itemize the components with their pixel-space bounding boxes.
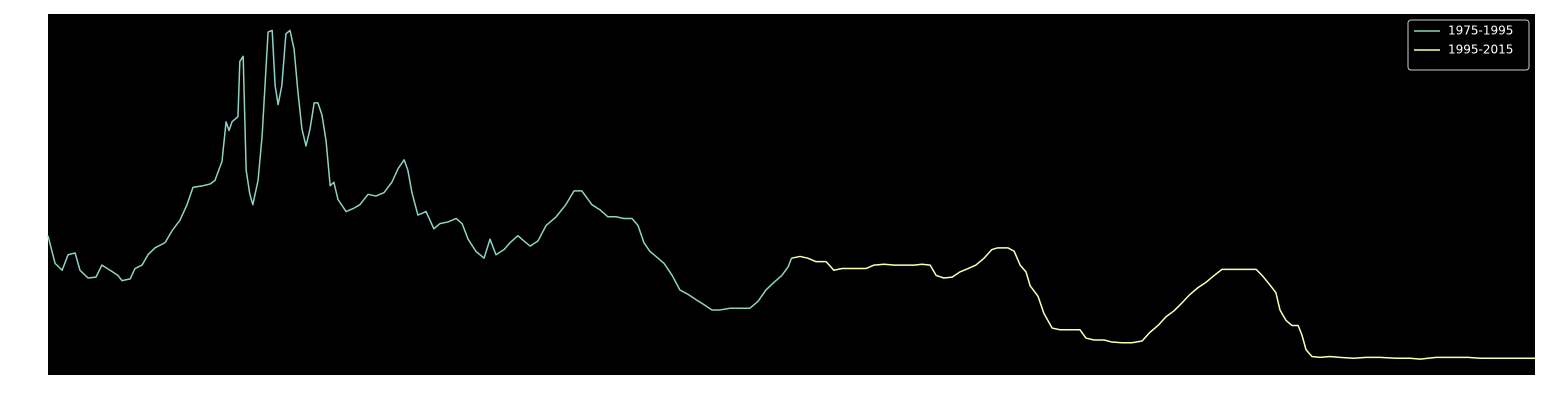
legend-box <box>1407 19 1530 71</box>
legend-label: 1995-2015 <box>1448 43 1513 57</box>
line-series <box>47 29 793 311</box>
legend-label: 1975-1995 <box>1448 24 1513 38</box>
legend: 1975-1995 1995-2015 <box>1407 19 1530 71</box>
line-series <box>791 247 1535 360</box>
plot-area <box>48 14 1535 375</box>
lines <box>47 29 1535 360</box>
